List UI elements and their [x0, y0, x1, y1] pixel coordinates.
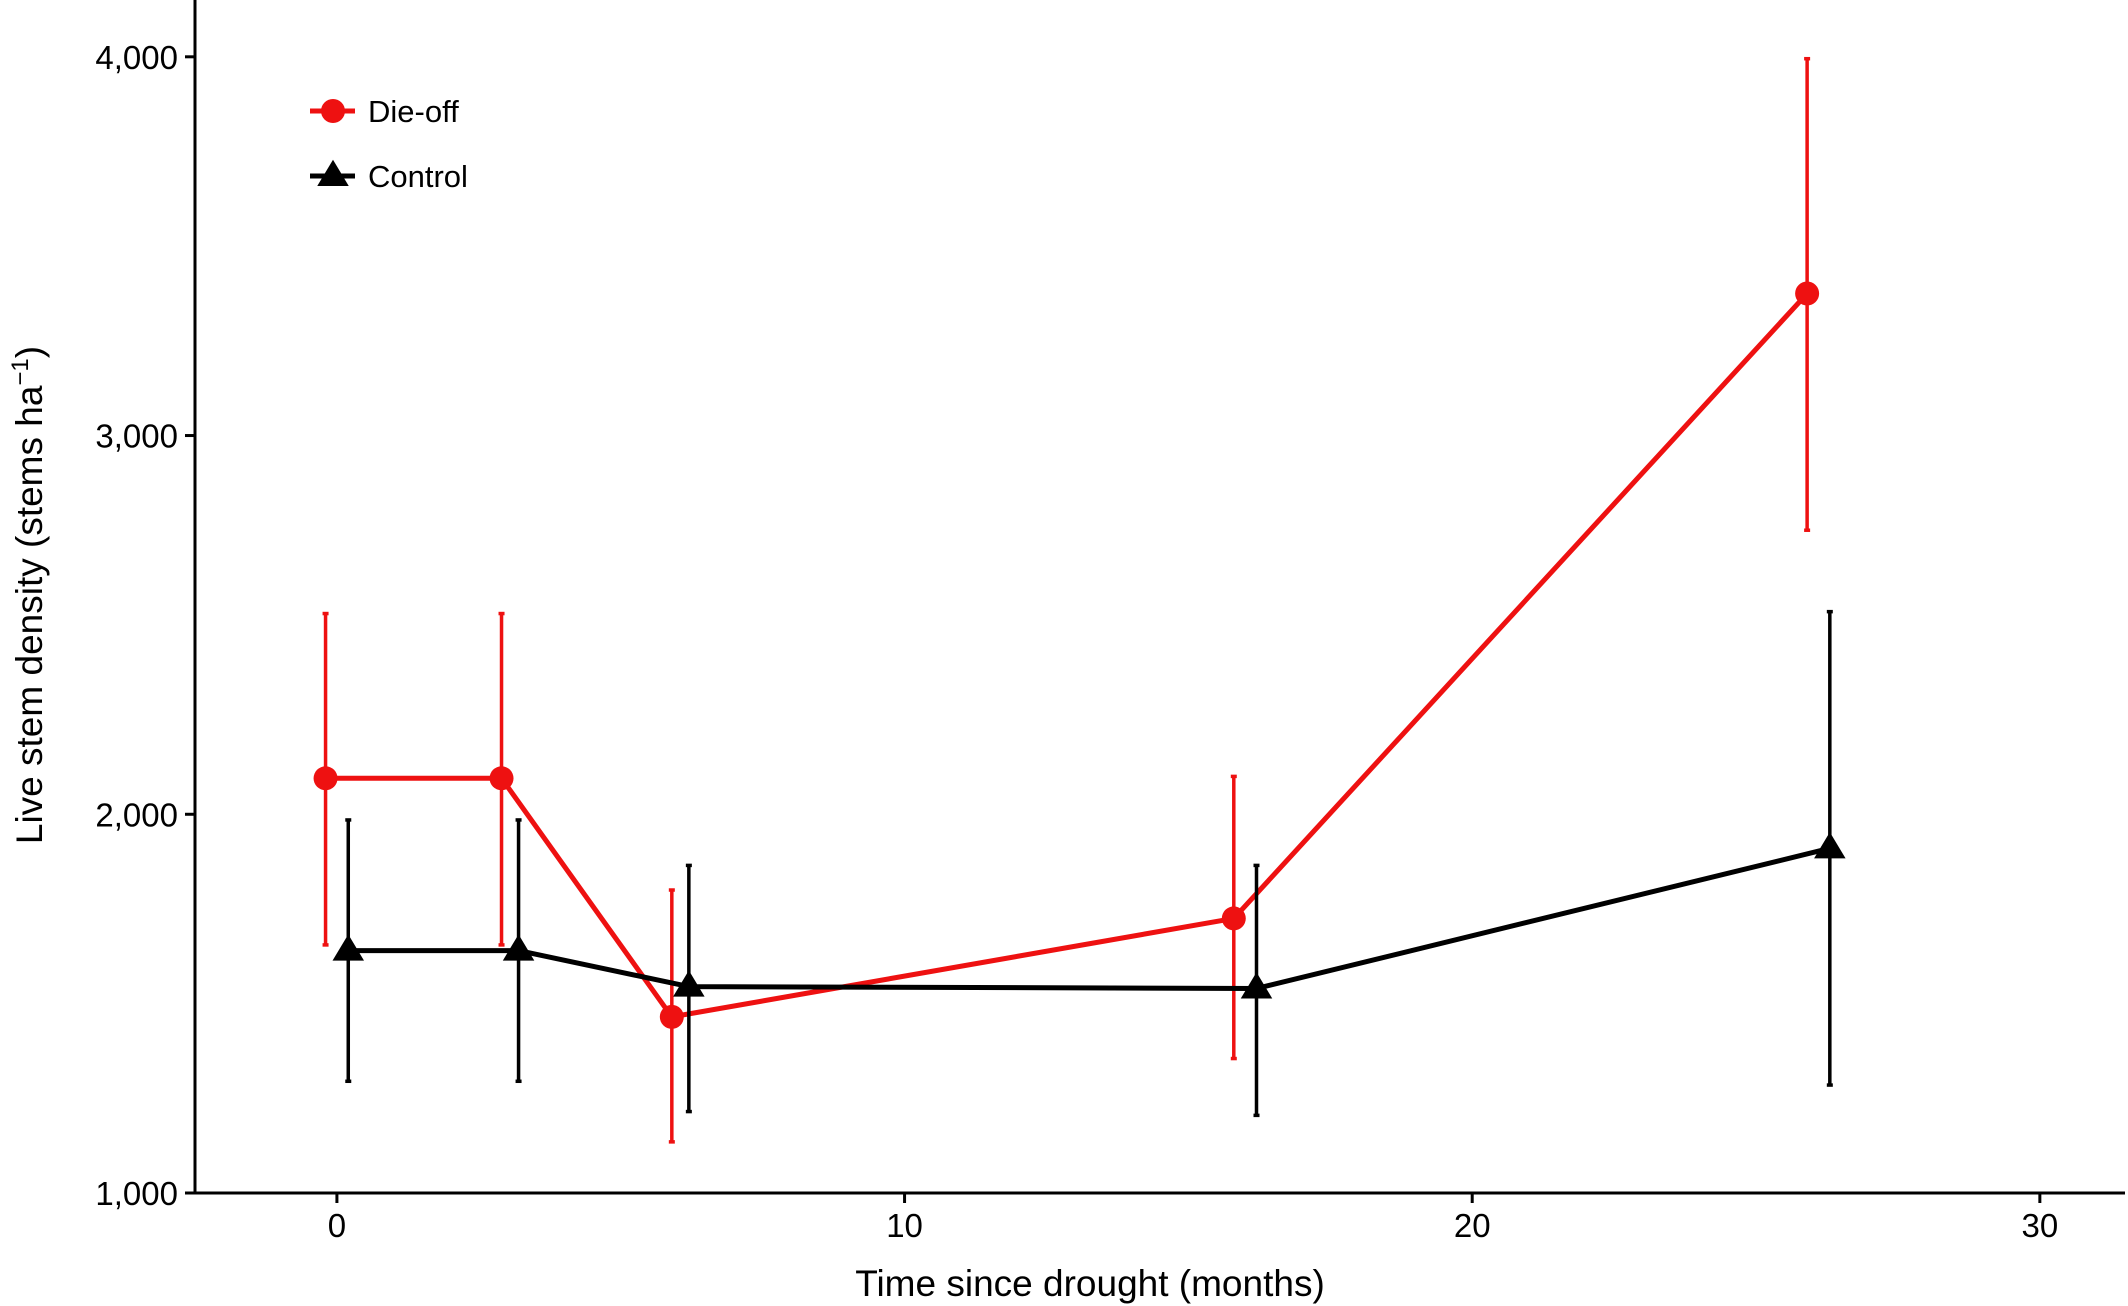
legend: Die-off Control	[310, 94, 468, 194]
legend-item: Control	[310, 159, 468, 194]
data-point	[1221, 906, 1246, 931]
legend-marker	[321, 99, 345, 123]
y-tick-label: 3,000	[95, 418, 178, 455]
y-tick-label: 1,000	[95, 1175, 178, 1212]
data-point	[502, 934, 535, 961]
x-tick-label: 20	[1454, 1207, 1491, 1244]
x-tick-label: 30	[2021, 1207, 2058, 1244]
axes: 1,000 2,000 3,000 4,000 0 10 20 30	[95, 0, 2125, 1244]
series-die-off	[313, 56, 1820, 1144]
data-point	[313, 766, 338, 791]
legend-label: Die-off	[368, 94, 459, 129]
legend-marker	[317, 159, 349, 186]
data-point	[659, 1004, 684, 1029]
series-line	[348, 845, 1831, 991]
data-point	[1795, 281, 1820, 306]
series-control	[332, 609, 1846, 1118]
data-point	[673, 970, 705, 997]
data-point	[1240, 972, 1273, 999]
data-point	[332, 934, 365, 961]
y-axis-title: Live stem density (stems ha−1)	[7, 346, 50, 844]
plot-series	[313, 56, 1846, 1144]
data-point	[489, 766, 514, 791]
legend-item: Die-off	[310, 94, 459, 129]
y-axis-title-superscript: −1	[7, 358, 34, 385]
y-axis-title-close: )	[9, 346, 50, 358]
x-tick-label: 0	[328, 1207, 346, 1244]
x-tick-label: 10	[886, 1207, 923, 1244]
data-point	[1814, 832, 1846, 859]
y-axis-title-main: Live stem density (stems ha	[9, 385, 50, 844]
x-axis-title: Time since drought (months)	[855, 1263, 1325, 1304]
y-tick-label: 2,000	[95, 796, 178, 833]
legend-label: Control	[368, 159, 468, 194]
y-tick-label: 4,000	[95, 39, 178, 76]
